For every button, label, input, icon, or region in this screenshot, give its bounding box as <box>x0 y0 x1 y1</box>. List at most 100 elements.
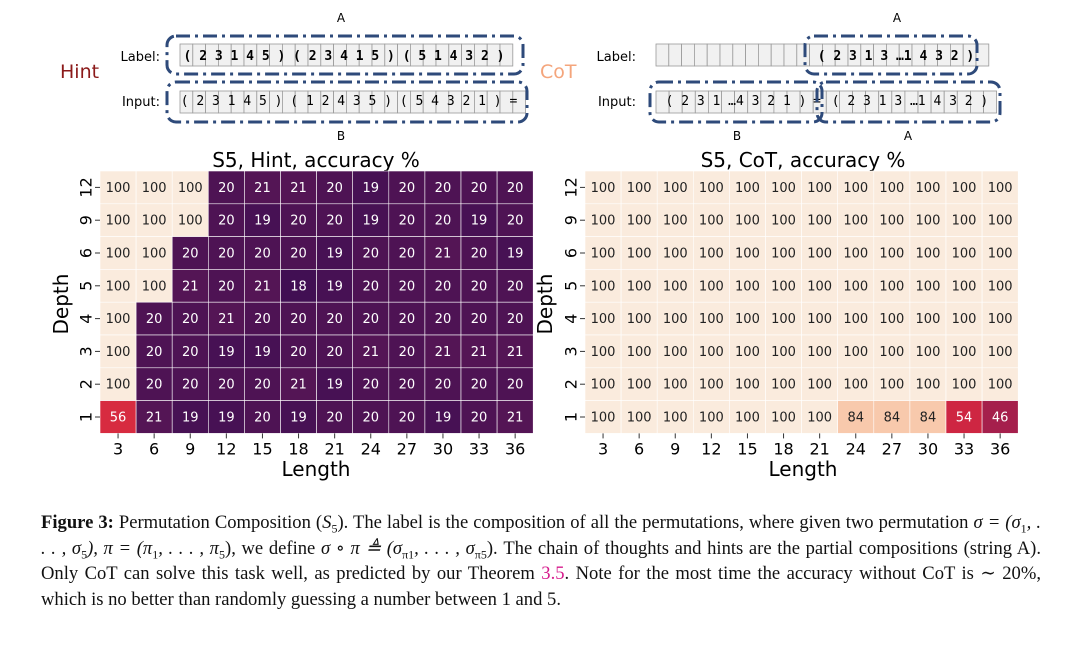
heatmap-cell <box>352 203 390 237</box>
heatmap-cell-label: 100 <box>106 247 131 262</box>
x-tick-label: 33 <box>954 439 974 458</box>
heatmap-cell-label: 19 <box>218 345 235 360</box>
token-cell <box>655 43 670 67</box>
x-tick-label: 6 <box>634 439 644 458</box>
heatmap-cell-label: 21 <box>182 279 199 294</box>
heatmap-cell-label: 100 <box>591 279 616 294</box>
heatmap-cell-label: 100 <box>627 378 652 393</box>
heatmap-cell <box>496 334 534 369</box>
heatmap-cell <box>424 170 462 205</box>
y-tick-label: 12 <box>562 177 581 197</box>
heatmap-cell-label: 100 <box>106 345 131 360</box>
y-tick-label: 9 <box>562 215 581 225</box>
heatmap-cell-label: 21 <box>254 279 271 294</box>
heatmap-cell <box>729 170 766 205</box>
token-cell <box>706 43 721 67</box>
caption-part-3: ), we define <box>225 537 321 559</box>
heatmap-cell-label: 100 <box>591 312 616 327</box>
heatmap-cell <box>656 367 694 401</box>
heatmap-cell <box>801 170 838 205</box>
heatmap-cell <box>909 334 947 369</box>
heatmap-cell-label: 19 <box>326 279 343 294</box>
heatmap-cell-label: 100 <box>591 214 616 229</box>
heatmap-cell-label: 100 <box>952 181 977 196</box>
heatmap-cell <box>620 301 658 336</box>
heatmap-hint-ylabel: Depth <box>49 274 73 335</box>
x-tick-label: 36 <box>990 439 1010 458</box>
heatmap-cell <box>460 400 498 434</box>
heatmap-cell-label: 20 <box>254 378 271 393</box>
heatmap-cell <box>981 367 1019 401</box>
heatmap-cell-label: 100 <box>699 345 724 360</box>
heatmap-cell-label: 19 <box>362 181 379 196</box>
heatmap-cell-label: 100 <box>699 279 724 294</box>
heatmap-cell <box>280 367 317 401</box>
heatmap-cell-label: 100 <box>916 181 941 196</box>
heatmap-cell <box>352 301 390 336</box>
heatmap-cell-label: 100 <box>735 411 760 426</box>
heatmap-cell <box>171 269 209 303</box>
heatmap-cell-label: 100 <box>988 378 1013 393</box>
heatmap-cell-label: 20 <box>290 312 307 327</box>
x-tick-label: 27 <box>882 439 902 458</box>
heatmap-cell <box>801 301 838 336</box>
heatmap-cell <box>460 367 498 401</box>
heatmap-cell-label: 20 <box>362 279 379 294</box>
x-tick-label: 27 <box>397 439 417 458</box>
heatmap-cell-label: 100 <box>627 312 652 327</box>
heatmap-cell-label: 100 <box>663 411 688 426</box>
heatmap-cell-label: 20 <box>290 214 307 229</box>
heatmap-cell-label: 100 <box>771 411 796 426</box>
heatmap-cell <box>388 203 426 237</box>
heatmap-cell-label: 20 <box>146 378 163 393</box>
heatmap-cell-label: 20 <box>471 378 488 393</box>
heatmap-cell-label: 100 <box>142 247 167 262</box>
heatmap-cell-label: 100 <box>735 279 760 294</box>
heatmap-cell-label: 19 <box>254 345 271 360</box>
heatmap-cell-label: 20 <box>507 214 524 229</box>
caption-s5-sub: 5 <box>331 521 338 536</box>
heatmap-cell-label: 100 <box>591 247 616 262</box>
heatmap-cell <box>981 203 1019 237</box>
heatmap-cell <box>135 400 173 434</box>
heatmap-cell <box>692 400 730 434</box>
heatmap-cell <box>352 269 390 303</box>
heatmap-cell-label: 100 <box>627 345 652 360</box>
heatmap-cell-label: 20 <box>290 345 307 360</box>
heatmap-cell-label: 21 <box>218 312 235 327</box>
x-tick-label: 30 <box>433 439 453 458</box>
heatmap-cell <box>388 269 426 303</box>
heatmap-cell-label: 100 <box>699 214 724 229</box>
heatmap-cell-label: 100 <box>771 378 796 393</box>
heatmap-cell-label: 21 <box>362 345 379 360</box>
heatmap-cell <box>692 269 730 303</box>
caption-sigma-sub5: 5 <box>81 547 88 562</box>
y-tick-label: 1 <box>562 412 581 422</box>
heatmap-cell-label: 21 <box>290 378 307 393</box>
heatmap-cell <box>981 170 1019 205</box>
caption-pi-sub1: 1 <box>152 547 159 562</box>
caption-pi-sub5: 5 <box>219 547 226 562</box>
heatmap-cell-label: 100 <box>627 247 652 262</box>
caption-theorem-ref[interactable]: 3.5 <box>541 563 565 584</box>
heatmap-cell-label: 20 <box>290 247 307 262</box>
heatmap-cell-label: 100 <box>879 312 904 327</box>
heatmap-cell-label: 100 <box>843 345 868 360</box>
hint-tag-b: B <box>337 129 345 143</box>
x-tick-label: 36 <box>505 439 525 458</box>
heatmap-cell-label: 100 <box>627 214 652 229</box>
heatmap-cell-label: 100 <box>771 345 796 360</box>
token-cell <box>732 43 746 67</box>
heatmap-cell <box>244 334 281 369</box>
heatmap-cell-label: 20 <box>326 214 343 229</box>
heatmap-cell <box>424 301 462 336</box>
heatmap-cell-label: 21 <box>507 411 524 426</box>
hint-label-seq: ( 2 3 1 4 5 ) ( 2 3 4 1 5 ) ( 5 1 4 3 2 … <box>184 49 505 64</box>
figure-caption: Figure 3: Permutation Composition (S5). … <box>41 510 1041 612</box>
heatmap-cell-label: 100 <box>591 411 616 426</box>
heatmap-cell-label: 100 <box>142 181 167 196</box>
cot-input-seq-a: ( 2 3 1 3 …1 4 3 2 ) <box>832 94 989 109</box>
heatmap-cell-label: 20 <box>507 378 524 393</box>
caption-pi-mid: , . . . , π <box>158 537 220 559</box>
heatmap-cell-label: 100 <box>663 378 688 393</box>
